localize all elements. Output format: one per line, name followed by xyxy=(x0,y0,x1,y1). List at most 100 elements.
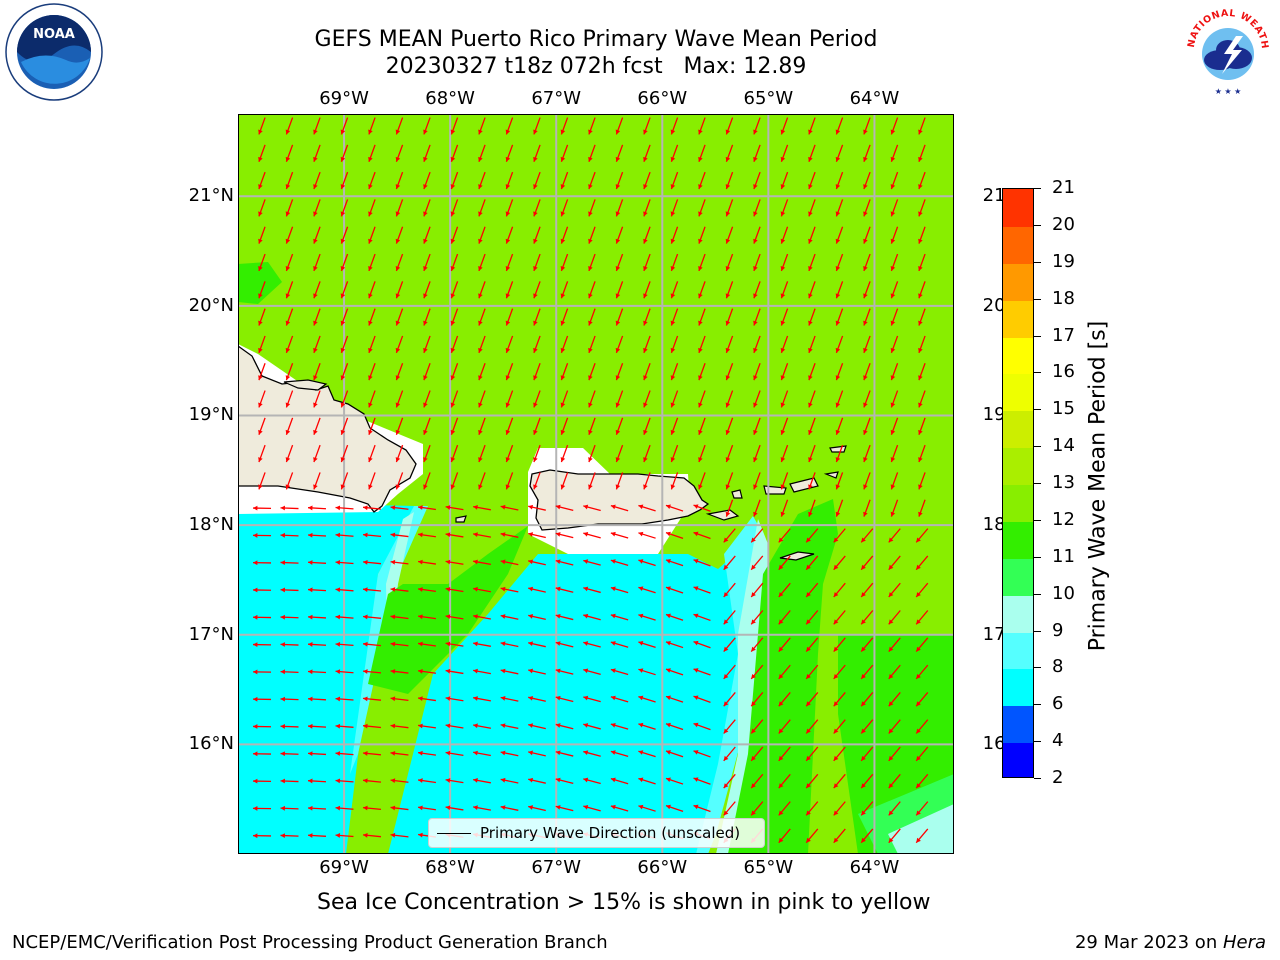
wave-direction-arrow xyxy=(340,253,349,272)
wave-direction-arrow xyxy=(450,308,459,326)
wave-direction-arrow xyxy=(915,582,929,598)
wave-direction-arrow xyxy=(505,281,514,299)
wave-direction-arrow xyxy=(285,390,294,408)
chart-subtitle: 20230327 t18z 072h fcst Max: 12.89 xyxy=(385,54,807,79)
wave-direction-arrow xyxy=(583,586,601,594)
wave-direction-arrow xyxy=(280,805,299,811)
wave-direction-arrow xyxy=(890,472,899,490)
wave-direction-arrow xyxy=(670,199,679,217)
period-field-11-12-nw xyxy=(238,262,282,304)
wave-direction-arrow xyxy=(918,226,926,244)
wave-direction-arrow xyxy=(450,417,459,435)
wave-direction-arrow xyxy=(890,308,899,326)
wave-direction-arrow xyxy=(693,640,711,649)
wave-direction-arrow xyxy=(258,335,266,354)
wave-direction-arrow xyxy=(750,773,764,789)
wave-direction-arrow xyxy=(362,641,382,647)
wave-direction-arrow xyxy=(915,555,929,571)
wave-direction-arrow xyxy=(533,472,541,490)
wave-direction-arrow xyxy=(780,472,789,490)
lat-label-left-4: 17°N xyxy=(188,623,234,645)
wave-direction-arrow xyxy=(445,723,464,729)
wave-direction-arrow xyxy=(890,144,899,162)
wave-direction-arrow xyxy=(417,505,437,511)
wave-direction-arrow xyxy=(670,144,679,162)
wave-direction-arrow xyxy=(445,505,464,511)
wave-direction-arrow xyxy=(698,417,706,435)
wave-direction-arrow xyxy=(888,691,901,707)
wave-direction-arrow xyxy=(280,614,299,620)
wave-direction-arrow xyxy=(252,724,272,729)
wave-direction-arrow xyxy=(588,363,596,381)
wave-direction-arrow xyxy=(368,444,376,463)
colorbar-tick-label: 8 xyxy=(1052,656,1064,678)
wave-direction-arrow xyxy=(445,805,464,811)
wave-direction-arrow xyxy=(890,253,899,272)
wave-direction-arrow xyxy=(805,691,819,707)
wave-direction-arrow xyxy=(723,582,736,598)
wave-direction-arrow xyxy=(753,308,761,326)
wave-direction-arrow xyxy=(860,801,874,816)
wave-direction-arrow xyxy=(505,117,514,135)
wave-direction-arrow xyxy=(252,642,272,648)
wave-direction-arrow xyxy=(560,417,569,435)
wave-direction-arrow xyxy=(753,444,761,463)
wave-direction-arrow xyxy=(505,444,514,463)
colorbar-tick-label: 11 xyxy=(1052,545,1075,567)
wave-direction-arrow xyxy=(693,695,711,703)
wave-direction-arrow xyxy=(362,751,382,756)
colorbar-segment xyxy=(1003,668,1033,707)
wave-direction-arrow xyxy=(368,171,376,190)
wave-direction-arrow xyxy=(395,335,404,354)
colorbar-tick xyxy=(1034,778,1041,779)
wave-direction-arrow xyxy=(395,171,404,190)
wave-direction-arrow xyxy=(340,363,349,381)
land-puerto-rico xyxy=(529,469,710,531)
wave-direction-arrow xyxy=(560,199,569,217)
wave-direction-arrow xyxy=(583,750,601,757)
wave-direction-arrow xyxy=(808,117,816,135)
wave-direction-arrow xyxy=(478,281,486,299)
wave-direction-arrow xyxy=(423,117,431,135)
wave-direction-arrow xyxy=(473,505,491,511)
wave-direction-arrow xyxy=(528,723,546,730)
wave-direction-arrow xyxy=(860,528,874,543)
wave-direction-arrow xyxy=(533,117,541,135)
wave-direction-arrow xyxy=(670,308,679,326)
wave-direction-arrow xyxy=(395,417,404,435)
colorbar-segment xyxy=(1003,557,1033,596)
wave-direction-arrow xyxy=(643,444,651,463)
wave-direction-arrow xyxy=(445,750,464,756)
wave-direction-arrow xyxy=(643,363,651,381)
wave-direction-arrow xyxy=(395,199,404,217)
nws-logo: NATIONAL WEATHER SERVICE ★ ★ ★ xyxy=(1176,0,1276,98)
wave-direction-arrow xyxy=(313,363,321,381)
colorbar-segment xyxy=(1003,742,1033,777)
wave-direction-arrow xyxy=(808,335,816,354)
wave-direction-arrow xyxy=(693,668,711,676)
wave-direction-arrow xyxy=(368,253,376,272)
wave-direction-arrow xyxy=(313,199,321,217)
wave-direction-arrow xyxy=(693,504,711,512)
wave-direction-arrow xyxy=(835,308,844,326)
wave-direction-arrow xyxy=(450,335,459,354)
wave-direction-arrow xyxy=(888,801,901,816)
wave-direction-arrow xyxy=(313,390,321,408)
wave-direction-arrow xyxy=(860,691,874,707)
wave-direction-arrow xyxy=(753,144,761,162)
wave-direction-arrow xyxy=(252,533,272,538)
wave-direction-arrow xyxy=(665,777,684,785)
wave-direction-arrow xyxy=(335,723,354,729)
wave-direction-arrow xyxy=(285,117,294,135)
wave-direction-arrow xyxy=(368,335,376,354)
wave-direction-arrow xyxy=(395,226,404,244)
wave-direction-arrow xyxy=(478,390,486,408)
wave-direction-arrow xyxy=(423,281,431,299)
wave-direction-arrow xyxy=(307,696,327,702)
wave-direction-arrow xyxy=(417,559,437,565)
wave-direction-arrow xyxy=(533,308,541,326)
wave-direction-arrow xyxy=(888,637,901,653)
wave-direction-arrow xyxy=(725,308,734,326)
chart-title: GEFS MEAN Puerto Rico Primary Wave Mean … xyxy=(314,27,878,52)
wave-direction-arrow xyxy=(335,805,354,811)
